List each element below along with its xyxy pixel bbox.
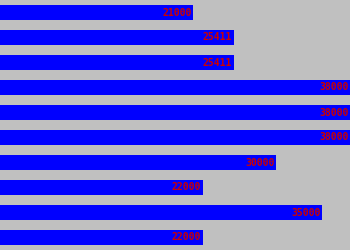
Text: 25411: 25411	[203, 58, 232, 68]
Bar	[0, 130, 350, 145]
Text: 38000: 38000	[319, 132, 348, 142]
Bar	[0, 155, 276, 170]
Bar	[0, 80, 350, 95]
Text: 22000: 22000	[172, 232, 201, 242]
Text: 35000: 35000	[291, 208, 321, 218]
Text: 38000: 38000	[319, 82, 348, 92]
Text: 25411: 25411	[203, 32, 232, 42]
Text: 30000: 30000	[245, 158, 274, 168]
Text: 21000: 21000	[162, 8, 192, 18]
Text: 22000: 22000	[172, 182, 201, 192]
Bar	[0, 180, 203, 195]
Bar	[0, 105, 350, 120]
Bar	[0, 205, 322, 220]
Bar	[0, 230, 203, 245]
Text: 38000: 38000	[319, 108, 348, 118]
Bar	[0, 30, 234, 45]
Bar	[0, 55, 234, 70]
Bar	[0, 5, 194, 20]
